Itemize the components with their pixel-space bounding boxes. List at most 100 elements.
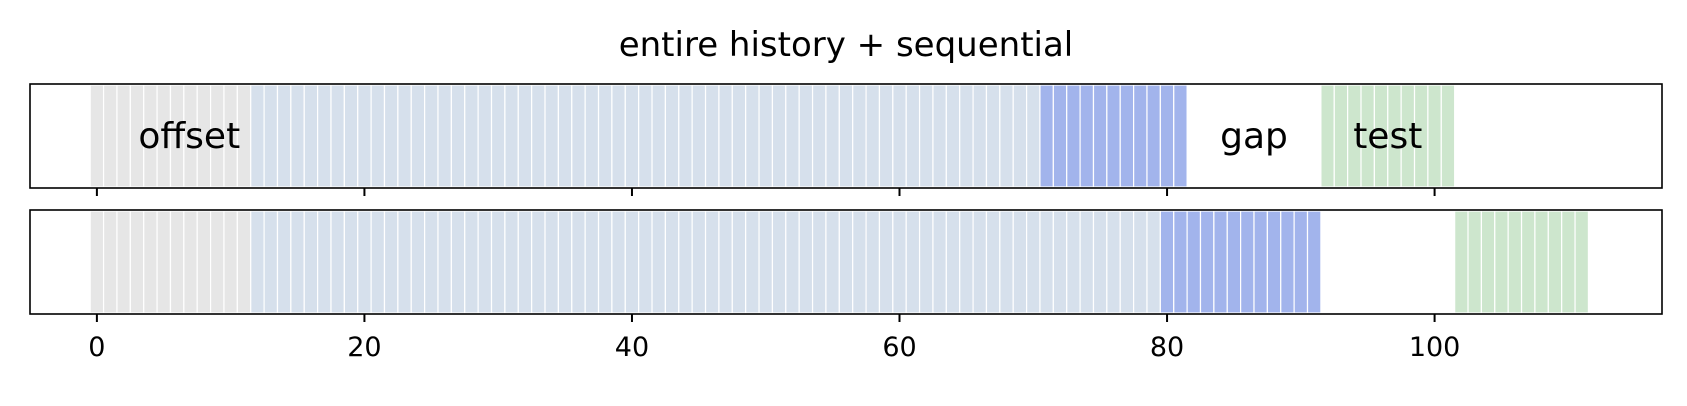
history-cell: [544, 210, 560, 314]
history-cell: [959, 210, 974, 314]
history-cell: [584, 210, 600, 314]
history-cell: [932, 84, 947, 188]
offset-cell: [89, 210, 105, 314]
history-cell: [838, 210, 854, 314]
history-cell: [597, 210, 613, 314]
history-cell: [945, 84, 961, 188]
test-cell: [1333, 84, 1349, 188]
history-cell: [410, 210, 426, 314]
history-cell: [1092, 210, 1108, 314]
offset-cell: [223, 210, 238, 314]
history-cell: [852, 84, 867, 188]
history-cell: [477, 84, 493, 188]
history-cell: [798, 84, 814, 188]
x-tick-label: 40: [615, 332, 649, 363]
history-cell: [972, 210, 988, 314]
window-cell: [1226, 210, 1242, 314]
history-cell: [638, 210, 653, 314]
history-cell: [678, 84, 693, 188]
window-cell: [1240, 210, 1255, 314]
history-cell: [852, 210, 867, 314]
window-cell: [1173, 210, 1188, 314]
test-cell: [1494, 210, 1509, 314]
history-cell: [544, 84, 560, 188]
history-cell: [611, 210, 626, 314]
history-cell: [785, 84, 800, 188]
x-tick-label: 100: [1409, 332, 1461, 363]
history-cell: [383, 210, 399, 314]
history-cell: [504, 210, 519, 314]
history-cell: [1012, 84, 1028, 188]
history-cell: [972, 84, 988, 188]
history-cell: [464, 84, 479, 188]
history-cell: [664, 84, 680, 188]
history-cell: [424, 84, 439, 188]
test-cell: [1454, 210, 1469, 314]
history-cell: [745, 210, 760, 314]
window-cell: [1159, 84, 1175, 188]
window-cell: [1186, 210, 1202, 314]
history-cell: [410, 84, 426, 188]
history-cell: [651, 210, 667, 314]
history-cell: [450, 210, 466, 314]
test-cell: [1427, 84, 1442, 188]
test-cell: [1320, 84, 1335, 188]
offset-cell: [156, 210, 172, 314]
history-cell: [731, 84, 747, 188]
window-cell: [1133, 84, 1148, 188]
history-cell: [785, 210, 800, 314]
window-cell: [1199, 210, 1215, 314]
history-cell: [450, 84, 466, 188]
history-cell: [357, 84, 372, 188]
history-cell: [517, 210, 533, 314]
window-cell: [1159, 210, 1175, 314]
test-cell: [1467, 210, 1483, 314]
history-cell: [905, 84, 921, 188]
window-cell: [1079, 84, 1095, 188]
history-cell: [490, 210, 506, 314]
history-cell: [343, 84, 359, 188]
panel-frame: [29, 83, 1663, 189]
history-cell: [718, 210, 733, 314]
history-cell: [276, 210, 292, 314]
history-cell: [557, 210, 573, 314]
history-cell: [317, 210, 332, 314]
history-cell: [985, 84, 1001, 188]
history-cell: [1025, 210, 1041, 314]
history-cell: [383, 84, 399, 188]
history-cell: [892, 210, 907, 314]
history-cell: [370, 210, 386, 314]
window-cell: [1119, 84, 1135, 188]
history-cell: [811, 84, 827, 188]
offset-cell: [236, 210, 252, 314]
history-cell: [838, 84, 854, 188]
history-cell: [691, 210, 707, 314]
history-cell: [531, 84, 546, 188]
window-cell: [1146, 84, 1161, 188]
history-cell: [517, 84, 533, 188]
window-cell: [1052, 84, 1068, 188]
history-cell: [437, 84, 452, 188]
x-tick-label: 0: [88, 332, 105, 363]
history-cell: [1052, 210, 1068, 314]
history-cell: [999, 84, 1014, 188]
offset-cell: [102, 84, 118, 188]
window-cell: [1293, 210, 1309, 314]
history-cell: [584, 84, 600, 188]
x-tick-label: 80: [1150, 332, 1184, 363]
history-cell: [825, 84, 840, 188]
window-cell: [1253, 210, 1268, 314]
history-cell: [865, 84, 881, 188]
window-cell: [1066, 84, 1081, 188]
history-cell: [918, 210, 934, 314]
offset-cell: [116, 210, 131, 314]
chart-title: entire history + sequential: [619, 25, 1074, 65]
window-cell: [1173, 84, 1188, 188]
panel-frame: [29, 209, 1663, 315]
window-cell: [1092, 84, 1108, 188]
chart-panels: offset gap test: [29, 83, 1663, 322]
history-cell: [678, 210, 693, 314]
offset-cell: [116, 84, 131, 188]
panel-row-2: [29, 209, 1663, 322]
test-label: test: [1353, 116, 1422, 157]
